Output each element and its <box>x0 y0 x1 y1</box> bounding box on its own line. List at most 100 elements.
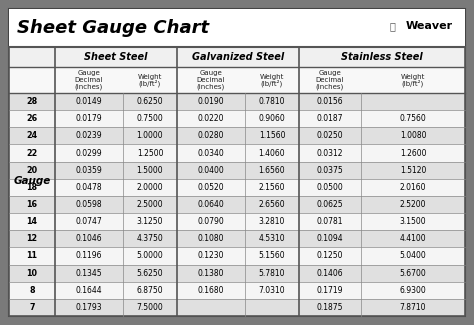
Text: 0.1250: 0.1250 <box>317 252 343 260</box>
Text: Weaver: Weaver <box>406 21 453 31</box>
Text: 1.1560: 1.1560 <box>259 131 285 140</box>
Text: 5.6250: 5.6250 <box>137 269 164 278</box>
Text: 28: 28 <box>27 97 37 106</box>
Text: 3.1250: 3.1250 <box>137 217 163 226</box>
Bar <box>9 265 465 282</box>
Text: 14: 14 <box>27 217 37 226</box>
Text: (inches): (inches) <box>197 83 225 90</box>
Text: 0.0220: 0.0220 <box>198 114 224 123</box>
Text: (lb/ft²): (lb/ft²) <box>402 80 424 87</box>
Text: 0.0375: 0.0375 <box>317 166 343 175</box>
Bar <box>9 93 465 110</box>
Text: 11: 11 <box>27 252 37 260</box>
Bar <box>9 299 465 316</box>
Text: 2.5000: 2.5000 <box>137 200 164 209</box>
Text: 0.1875: 0.1875 <box>317 303 343 312</box>
Text: 0.0359: 0.0359 <box>76 166 102 175</box>
Text: 0.0625: 0.0625 <box>317 200 343 209</box>
Bar <box>9 127 465 144</box>
Text: 0.1793: 0.1793 <box>76 303 102 312</box>
Text: 0.0179: 0.0179 <box>76 114 102 123</box>
Text: 0.7500: 0.7500 <box>137 114 164 123</box>
Text: Weight: Weight <box>260 74 284 80</box>
Text: Sheet Steel: Sheet Steel <box>84 52 148 62</box>
Text: 0.0312: 0.0312 <box>317 149 343 158</box>
Text: 16: 16 <box>27 200 37 209</box>
Text: 5.1560: 5.1560 <box>259 252 285 260</box>
Text: 22: 22 <box>27 149 37 158</box>
Text: 3.2810: 3.2810 <box>259 217 285 226</box>
Text: 1.2500: 1.2500 <box>137 149 163 158</box>
Bar <box>9 47 465 316</box>
Bar <box>9 110 465 127</box>
Text: 0.1719: 0.1719 <box>317 286 343 295</box>
Text: Gauge: Gauge <box>78 71 100 76</box>
Text: 2.6560: 2.6560 <box>259 200 285 209</box>
Text: 0.0250: 0.0250 <box>317 131 343 140</box>
Text: 26: 26 <box>27 114 37 123</box>
Text: Weight: Weight <box>138 74 162 80</box>
Text: Gauge: Gauge <box>200 71 222 76</box>
Text: 10: 10 <box>27 269 37 278</box>
Text: 0.1644: 0.1644 <box>76 286 102 295</box>
Text: Galvanized Steel: Galvanized Steel <box>192 52 284 62</box>
Text: 20: 20 <box>27 166 37 175</box>
Text: (inches): (inches) <box>75 83 103 90</box>
Bar <box>9 230 465 247</box>
Text: 0.0280: 0.0280 <box>198 131 224 140</box>
Text: 0.9060: 0.9060 <box>259 114 285 123</box>
Text: 0.1680: 0.1680 <box>198 286 224 295</box>
Text: 0.0239: 0.0239 <box>76 131 102 140</box>
Text: 0.1196: 0.1196 <box>76 252 102 260</box>
Text: 1.5000: 1.5000 <box>137 166 164 175</box>
Text: 0.0190: 0.0190 <box>198 97 224 106</box>
Text: 5.0400: 5.0400 <box>400 252 427 260</box>
Text: 8: 8 <box>29 286 35 295</box>
Text: 0.0500: 0.0500 <box>317 183 343 192</box>
Text: 12: 12 <box>27 234 37 243</box>
Text: 0.1046: 0.1046 <box>76 234 102 243</box>
Text: (inches): (inches) <box>316 83 344 90</box>
Text: 18: 18 <box>27 183 37 192</box>
Text: 🚛: 🚛 <box>390 21 396 31</box>
Text: 2.1560: 2.1560 <box>259 183 285 192</box>
Text: 1.6560: 1.6560 <box>259 166 285 175</box>
Text: 0.0520: 0.0520 <box>198 183 224 192</box>
Text: Decimal: Decimal <box>75 77 103 83</box>
Bar <box>9 213 465 230</box>
Bar <box>9 144 465 162</box>
Text: 7.8710: 7.8710 <box>400 303 426 312</box>
Text: 6.9300: 6.9300 <box>400 286 427 295</box>
Text: 5.0000: 5.0000 <box>137 252 164 260</box>
Bar <box>9 247 465 265</box>
Text: 6.8750: 6.8750 <box>137 286 164 295</box>
Text: 0.1345: 0.1345 <box>76 269 102 278</box>
Text: 0.0747: 0.0747 <box>76 217 102 226</box>
Text: 0.7810: 0.7810 <box>259 97 285 106</box>
Bar <box>9 179 465 196</box>
Text: 7.5000: 7.5000 <box>137 303 164 312</box>
Text: 7.0310: 7.0310 <box>259 286 285 295</box>
Text: 5.7810: 5.7810 <box>259 269 285 278</box>
Text: 1.0000: 1.0000 <box>137 131 164 140</box>
Text: 1.5120: 1.5120 <box>400 166 426 175</box>
Text: (lb/ft²): (lb/ft²) <box>139 80 161 87</box>
Text: 24: 24 <box>27 131 37 140</box>
Text: Gauge: Gauge <box>13 176 51 187</box>
Text: Sheet Gauge Chart: Sheet Gauge Chart <box>17 19 209 37</box>
Text: 1.4060: 1.4060 <box>259 149 285 158</box>
Text: 0.1080: 0.1080 <box>198 234 224 243</box>
Text: (lb/ft²): (lb/ft²) <box>261 80 283 87</box>
Text: 4.5310: 4.5310 <box>259 234 285 243</box>
Text: 0.0781: 0.0781 <box>317 217 343 226</box>
Text: 0.0400: 0.0400 <box>198 166 224 175</box>
Text: 1.2600: 1.2600 <box>400 149 426 158</box>
Text: Weight: Weight <box>401 74 425 80</box>
Text: Decimal: Decimal <box>197 77 225 83</box>
Text: 0.0187: 0.0187 <box>317 114 343 123</box>
Text: Decimal: Decimal <box>316 77 344 83</box>
Text: 2.5200: 2.5200 <box>400 200 426 209</box>
Text: 0.6250: 0.6250 <box>137 97 164 106</box>
Text: 0.1406: 0.1406 <box>317 269 343 278</box>
Text: 0.0149: 0.0149 <box>76 97 102 106</box>
